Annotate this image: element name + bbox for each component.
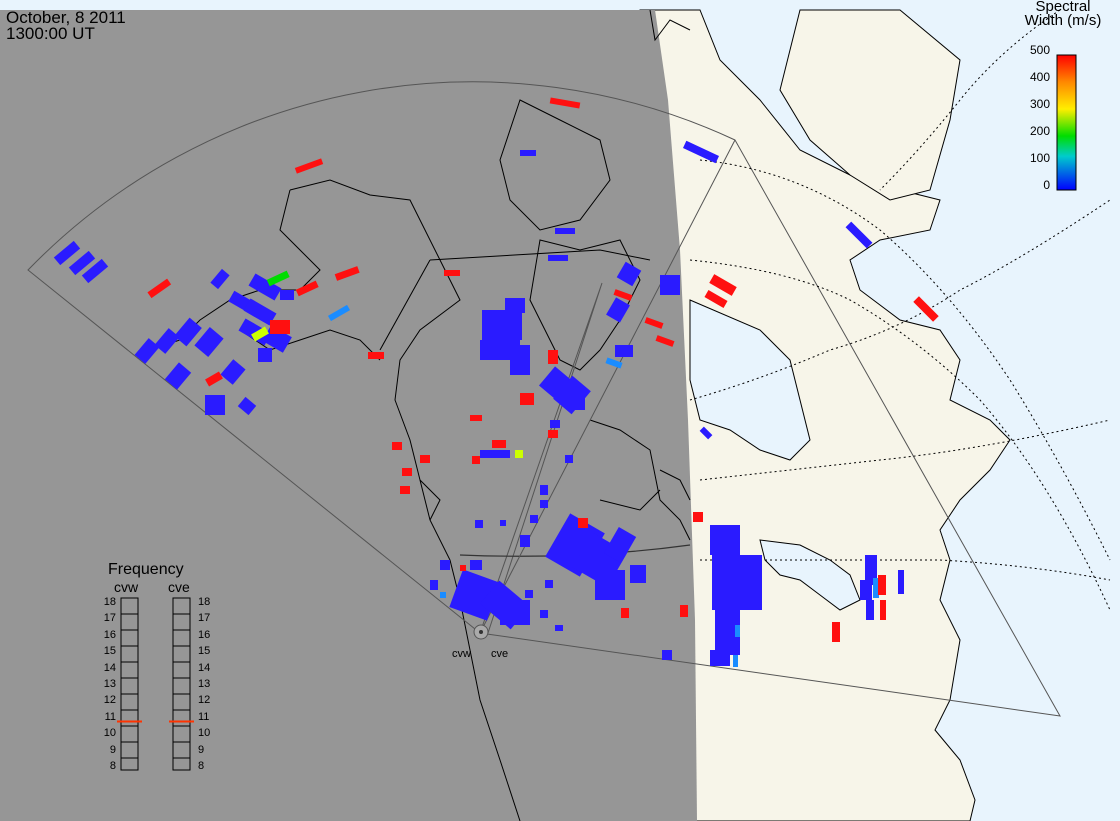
frequency-level-right: 16 (198, 628, 211, 641)
hudson-bay (689, 299, 811, 461)
radar-label-cve: cve (491, 648, 509, 660)
colorbar (1056, 54, 1077, 191)
frequency-level-left: 13 (103, 678, 116, 690)
colorbar-title: Spectral Width (m/s) (1008, 0, 1118, 28)
colorbar-tick: 400 (1029, 70, 1050, 84)
radar-label-cvw: cvw (452, 648, 471, 660)
frequency-level-right: 17 (198, 612, 211, 625)
magnetic-grid (689, 9, 1111, 611)
frequency-level-right: 18 (198, 596, 211, 608)
greenland (779, 9, 961, 201)
colorbar-tick: 200 (1029, 124, 1050, 138)
date-text: October, 8 2011 (6, 8, 126, 27)
frequency-level-left: 15 (103, 645, 116, 658)
coastlines (149, 9, 691, 821)
radar-fov-inner (479, 282, 603, 634)
frequency-gauge-cvw (120, 597, 139, 771)
frequency-level-left: 14 (103, 661, 116, 674)
time-text: 1300:00 UT (6, 24, 95, 43)
backscatter-low (53, 140, 904, 666)
frequency-level-left: 11 (104, 710, 116, 723)
frequency-level-left: 10 (103, 727, 116, 740)
frequency-level-left: 17 (103, 612, 116, 625)
backscatter-mid (327, 304, 879, 667)
frequency-column-cve: cve (168, 579, 190, 595)
frequency-level-right: 9 (198, 743, 205, 756)
frequency-level-left: 12 (103, 694, 116, 707)
frequency-level-left: 18 (103, 596, 116, 608)
great-lakes (759, 539, 861, 611)
frequency-level-right: 10 (198, 727, 211, 740)
backscatter-high (147, 97, 939, 642)
colorbar-tick: 500 (1029, 43, 1050, 57)
frequency-level-right: 8 (198, 760, 205, 772)
frequency-level-right: 13 (198, 678, 211, 690)
frequency-level-right: 15 (198, 645, 211, 658)
radar-fov (27, 81, 1061, 717)
frequency-gauge-cve (172, 597, 191, 771)
frequency-column-cvw: cvw (114, 579, 139, 595)
date-label: October, 8 2011 1300:00 UT (6, 8, 126, 43)
colorbar-title-line2: Width (m/s) (1024, 12, 1102, 29)
colorbar-tick: 300 (1029, 97, 1050, 111)
frequency-level-right: 12 (198, 694, 211, 707)
colorbar-title-line1: Spectral (1035, 0, 1091, 15)
frequency-title: Frequency (108, 561, 184, 578)
frequency-level-right: 11 (198, 710, 210, 723)
backscatter-green-yellow (251, 270, 523, 458)
colorbar-tick: 0 (1043, 178, 1050, 192)
frequency-level-left: 9 (109, 743, 116, 756)
frequency-level-left: 8 (109, 760, 116, 772)
colorbar-tick: 100 (1029, 151, 1050, 165)
frequency-level-left: 16 (103, 628, 116, 641)
radar-beam-line (479, 139, 736, 634)
frequency-level-right: 14 (198, 661, 211, 674)
